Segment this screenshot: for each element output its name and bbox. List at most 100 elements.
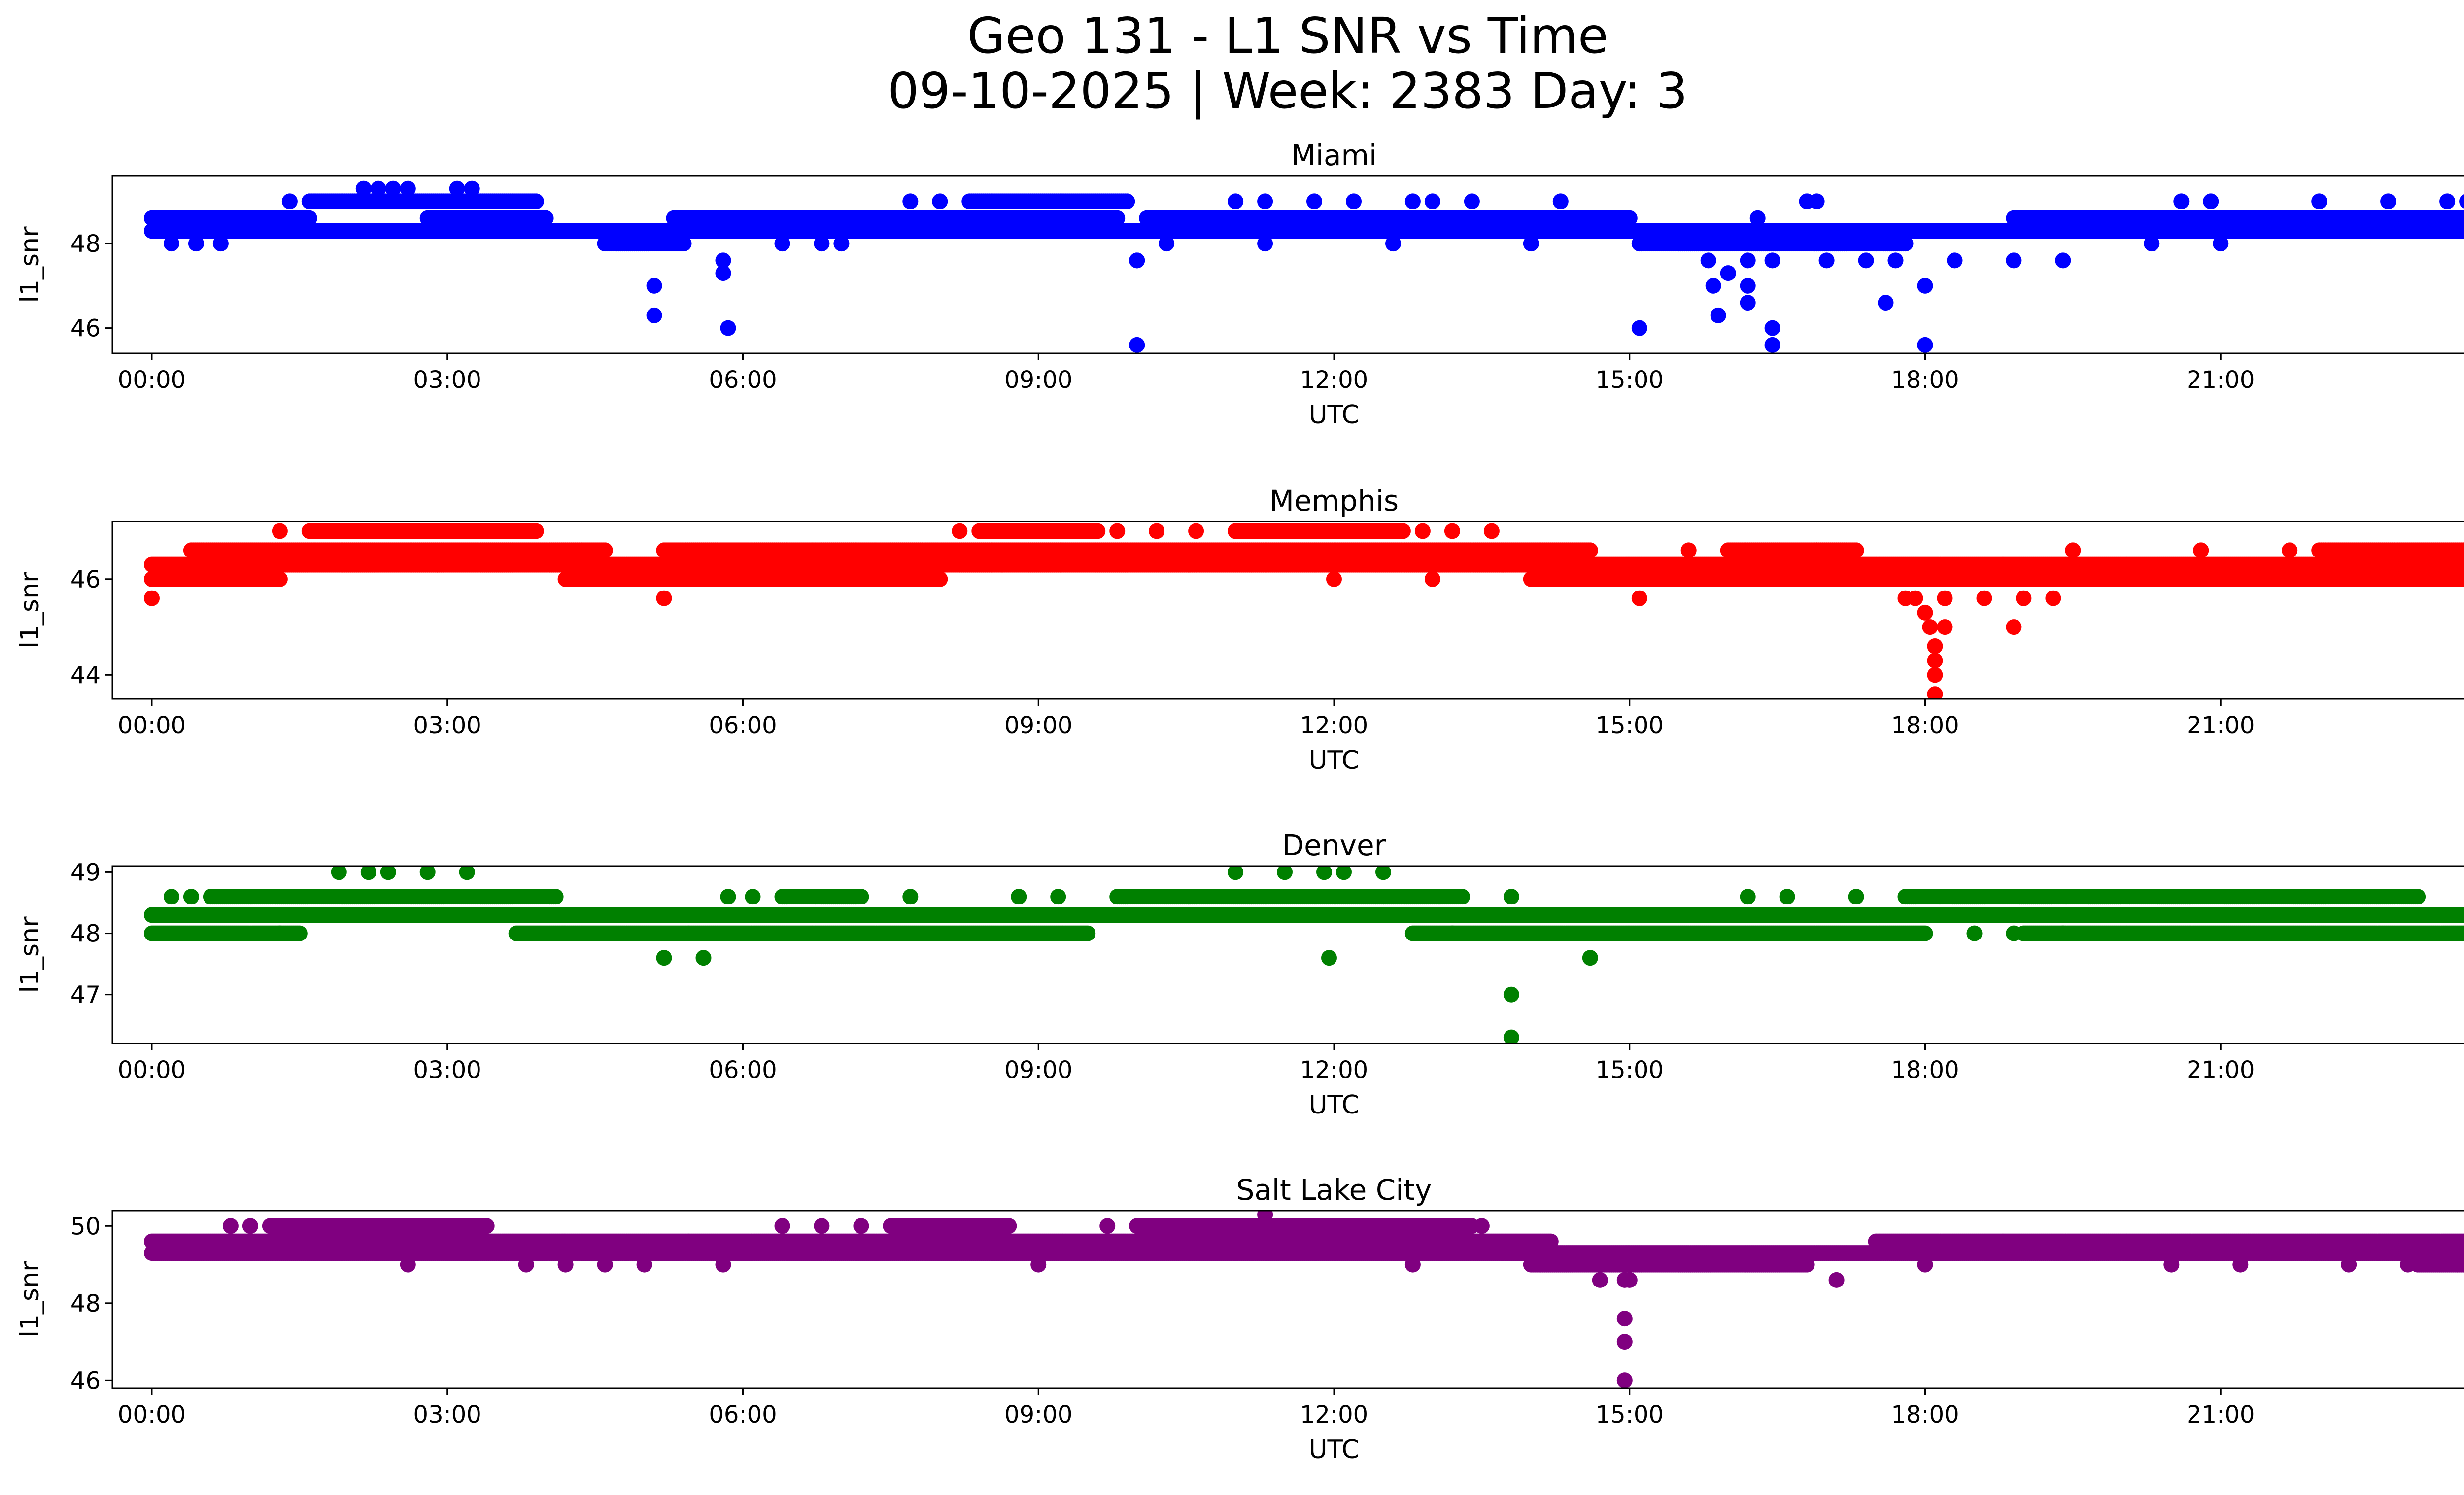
- data-point: [1740, 252, 1756, 269]
- data-point: [370, 180, 386, 197]
- data-point: [646, 278, 662, 294]
- data-point: [2173, 193, 2190, 209]
- data-point: [1858, 252, 1874, 269]
- data-point: [1917, 278, 1933, 294]
- data-point: [2461, 573, 2464, 586]
- x-tick-label: 06:00: [709, 366, 777, 394]
- data-point: [676, 236, 692, 252]
- data-point: [1897, 236, 1914, 252]
- data-point: [2203, 193, 2219, 209]
- data-point: [715, 252, 731, 269]
- x-tick-label: 09:00: [1004, 366, 1072, 394]
- data-point: [932, 193, 948, 209]
- x-tick-label: 00:00: [118, 366, 186, 394]
- data-point: [528, 193, 544, 209]
- data-point: [902, 193, 919, 209]
- data-point: [774, 236, 790, 252]
- x-tick-label: 15:00: [1596, 366, 1664, 394]
- data-point: [1749, 210, 1766, 226]
- data-point: [1887, 252, 1904, 269]
- data-point: [1552, 193, 1569, 209]
- data-point: [1306, 193, 1322, 209]
- data-point: [1129, 252, 1145, 269]
- data-point: [1818, 252, 1835, 269]
- data-point: [1705, 278, 1721, 294]
- data-point: [1464, 193, 1480, 209]
- data-point: [2311, 193, 2327, 209]
- panel-data: [144, 523, 2464, 699]
- data-point: [449, 180, 465, 197]
- data-point: [1404, 193, 1421, 209]
- data-point: [1129, 337, 1145, 353]
- data-point: [1523, 236, 1539, 252]
- data-point: [2461, 212, 2464, 225]
- data-point: [1119, 193, 1135, 209]
- data-point: [1720, 265, 1736, 281]
- data-point: [1080, 223, 1096, 239]
- data-point: [1809, 193, 1825, 209]
- data-point: [301, 210, 317, 226]
- x-tick-label: 03:00: [413, 366, 481, 394]
- panel-title: Miami: [1291, 139, 1377, 172]
- data-point: [538, 210, 554, 226]
- data-point: [646, 307, 662, 323]
- panel-data: [144, 180, 2464, 353]
- panel-miami: Miami 46 48 00:00 03:00 06:00 09:00 12:00 15:00 1…: [15, 139, 2464, 430]
- data-point: [385, 180, 401, 197]
- x-tick-label: 21:00: [2187, 366, 2255, 394]
- data-point: [715, 265, 731, 281]
- data-point: [2461, 224, 2464, 237]
- data-point: [281, 193, 298, 209]
- data-point: [1740, 295, 1756, 311]
- data-point: [1700, 252, 1716, 269]
- data-point: [2055, 252, 2071, 269]
- y-axis-label: l1_snr: [15, 226, 45, 303]
- data-point: [2144, 236, 2160, 252]
- data-point: [355, 180, 372, 197]
- data-point: [1878, 295, 1894, 311]
- data-point: [1109, 210, 1126, 226]
- data-point: [1385, 236, 1401, 252]
- data-point: [991, 223, 1007, 239]
- data-point: [188, 236, 204, 252]
- data-point: [2380, 193, 2396, 209]
- y-tick-label: 46: [70, 315, 101, 343]
- data-point: [1764, 337, 1780, 353]
- data-point: [932, 571, 948, 587]
- data-point: [400, 180, 416, 197]
- data-point: [720, 320, 736, 336]
- data-point: [2213, 236, 2229, 252]
- data-point: [1424, 193, 1440, 209]
- figure-title-line1: Geo 131 - L1 SNR vs Time: [967, 7, 1608, 65]
- data-point: [2439, 193, 2456, 209]
- data-point: [164, 236, 179, 252]
- x-tick-label: 18:00: [1891, 366, 1959, 394]
- figure-title-line2: 09-10-2025 | Week: 2383 Day: 3: [888, 62, 1688, 120]
- data-point: [1764, 252, 1780, 269]
- x-axis-label: UTC: [1308, 400, 1359, 430]
- data-point: [1631, 320, 1647, 336]
- data-point: [814, 236, 830, 252]
- y-tick-label: 48: [70, 230, 101, 258]
- data-point: [1257, 193, 1273, 209]
- panel-title: Memphis: [1269, 484, 1399, 518]
- data-point: [464, 180, 480, 197]
- data-point: [1621, 210, 1638, 226]
- data-point: [1257, 236, 1273, 252]
- data-point: [597, 542, 613, 558]
- data-point: [1346, 193, 1362, 209]
- data-point: [1710, 307, 1726, 323]
- data-point: [1159, 236, 1175, 252]
- data-point: [2006, 252, 2022, 269]
- data-point: [212, 236, 229, 252]
- data-point: [2461, 558, 2464, 571]
- data-point: [1947, 252, 1963, 269]
- data-point: [2016, 210, 2032, 226]
- data-point: [272, 571, 288, 587]
- data-point: [1228, 193, 1244, 209]
- x-tick-label: 12:00: [1300, 366, 1368, 394]
- data-point: [1764, 320, 1780, 336]
- data-point: [833, 236, 850, 252]
